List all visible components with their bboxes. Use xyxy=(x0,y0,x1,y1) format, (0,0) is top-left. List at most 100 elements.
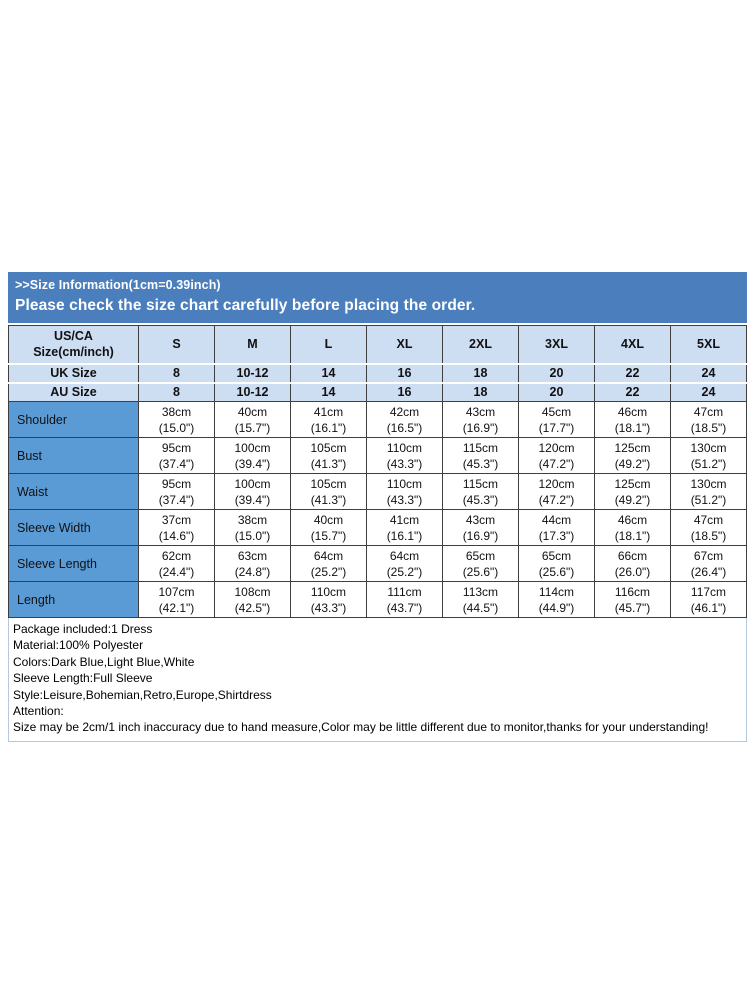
cm-value: 46cm xyxy=(617,404,648,419)
detail-line-package: Package included:1 Dress xyxy=(13,622,153,636)
inch-value: (43.7") xyxy=(386,600,423,615)
cm-value: 43cm xyxy=(465,404,496,419)
size-cell: 116cm (45.7") xyxy=(594,581,671,618)
cm-value: 65cm xyxy=(465,548,496,563)
cm-value: 41cm xyxy=(313,404,344,419)
corner-header: US/CA Size(cm/inch) xyxy=(8,325,139,365)
size-cell: 46cm (18.1") xyxy=(594,509,671,546)
size-cell: 130cm (51.2") xyxy=(670,437,747,474)
corner-header-line1: US/CA xyxy=(54,329,93,344)
measurement-row: Shoulder 38cm (15.0") 40cm (15.7") 41cm (16.1"… xyxy=(8,401,747,438)
inch-value: (24.4") xyxy=(158,564,195,579)
size-column-header: XL xyxy=(366,325,443,365)
size-cell: 110cm (43.3") xyxy=(366,473,443,510)
size-cell: 100cm (39.4") xyxy=(214,473,291,510)
size-cell: 108cm (42.5") xyxy=(214,581,291,618)
detail-line-attention: Attention: xyxy=(13,704,64,719)
inch-value: (15.0") xyxy=(158,420,195,435)
cm-value: 62cm xyxy=(161,548,192,563)
size-column-header: L xyxy=(290,325,367,365)
size-cell: 40cm (15.7") xyxy=(214,401,291,438)
size-cell: 47cm (18.5") xyxy=(670,509,747,546)
inch-value: (18.1") xyxy=(614,420,651,435)
size-cell: 64cm (25.2") xyxy=(366,545,443,582)
size-column-header: M xyxy=(214,325,291,365)
detail-line-notice: Size may be 2cm/1 inch inaccuracy due to… xyxy=(13,720,709,735)
size-cell: 130cm (51.2") xyxy=(670,473,747,510)
inch-value: (51.2") xyxy=(690,492,727,507)
size-cell: 38cm (15.0") xyxy=(214,509,291,546)
size-column-header: 2XL xyxy=(442,325,519,365)
cm-value: 111cm xyxy=(387,584,422,599)
cm-value: 130cm xyxy=(690,440,727,455)
cm-value: 125cm xyxy=(614,440,651,455)
au-size-row-value: 20 xyxy=(518,382,595,402)
cm-value: 100cm xyxy=(234,476,271,491)
size-cell: 107cm (42.1") xyxy=(138,581,215,618)
cm-value: 40cm xyxy=(313,512,344,527)
cm-value: 47cm xyxy=(693,404,724,419)
cm-value: 64cm xyxy=(389,548,420,563)
cm-value: 41cm xyxy=(389,512,420,527)
product-details-box: Package included:1 Dress Material:100% P… xyxy=(8,618,747,742)
size-cell: 115cm (45.3") xyxy=(442,437,519,474)
cm-value: 47cm xyxy=(693,512,724,527)
inch-value: (45.7") xyxy=(614,600,651,615)
cm-value: 43cm xyxy=(465,512,496,527)
size-cell: 67cm (26.4") xyxy=(670,545,747,582)
inch-value: (15.0") xyxy=(234,528,271,543)
uk-size-row-value: 16 xyxy=(366,363,443,384)
cm-value: 117cm xyxy=(690,584,727,599)
measurement-row: Waist 95cm (37.4") 100cm (39.4") 105cm (41.3")… xyxy=(8,473,747,510)
au-size-row-value: 8 xyxy=(138,382,215,402)
inch-value: (16.9") xyxy=(462,528,499,543)
row-label: Bust xyxy=(8,437,139,474)
size-cell: 125cm (49.2") xyxy=(594,473,671,510)
inch-value: (47.2") xyxy=(538,456,575,471)
row-label: Length xyxy=(8,581,139,618)
size-cell: 105cm (41.3") xyxy=(290,437,367,474)
size-cell: 62cm (24.4") xyxy=(138,545,215,582)
cm-value: 37cm xyxy=(161,512,192,527)
cm-value: 46cm xyxy=(617,512,648,527)
size-cell: 114cm (44.9") xyxy=(518,581,595,618)
inch-value: (14.6") xyxy=(158,528,195,543)
cm-value: 95cm xyxy=(161,440,192,455)
cm-value: 63cm xyxy=(237,548,268,563)
size-cell: 125cm (49.2") xyxy=(594,437,671,474)
size-cell: 43cm (16.9") xyxy=(442,509,519,546)
cm-value: 38cm xyxy=(161,404,192,419)
size-cell: 110cm (43.3") xyxy=(366,437,443,474)
inch-value: (37.4") xyxy=(158,456,195,471)
inch-value: (44.9") xyxy=(538,600,575,615)
inch-value: (15.7") xyxy=(310,528,347,543)
cm-value: 130cm xyxy=(690,476,727,491)
size-column-header: 3XL xyxy=(518,325,595,365)
inch-value: (47.2") xyxy=(538,492,575,507)
row-label: Sleeve Width xyxy=(8,509,139,546)
inch-value: (18.5") xyxy=(690,528,727,543)
inch-value: (25.6") xyxy=(538,564,575,579)
size-cell: 95cm (37.4") xyxy=(138,473,215,510)
size-cell: 40cm (15.7") xyxy=(290,509,367,546)
cm-value: 64cm xyxy=(313,548,344,563)
banner-title: >>Size Information(1cm=0.39inch) xyxy=(15,278,221,292)
inch-value: (49.2") xyxy=(614,492,651,507)
size-cell: 46cm (18.1") xyxy=(594,401,671,438)
cm-value: 115cm xyxy=(462,440,499,455)
cm-value: 115cm xyxy=(462,476,499,491)
cm-value: 44cm xyxy=(541,512,572,527)
size-info-banner: >>Size Information(1cm=0.39inch) Please … xyxy=(8,272,747,323)
cm-value: 67cm xyxy=(693,548,724,563)
cm-value: 108cm xyxy=(234,584,271,599)
size-cell: 120cm (47.2") xyxy=(518,437,595,474)
banner-subtitle: Please check the size chart carefully be… xyxy=(15,297,476,314)
inch-value: (37.4") xyxy=(158,492,195,507)
uk-size-row: UK Size 8 10-12 14 16 18 20 22 24 xyxy=(8,363,747,384)
row-label: Shoulder xyxy=(8,401,139,438)
au-size-row-value: 18 xyxy=(442,382,519,402)
size-table-body: US/CA Size(cm/inch) S M L XL 2XL 3XL 4XL 5XL UK Si… xyxy=(8,325,747,618)
corner-header-line2: Size(cm/inch) xyxy=(33,345,114,360)
inch-value: (17.7") xyxy=(538,420,575,435)
inch-value: (25.6") xyxy=(462,564,499,579)
